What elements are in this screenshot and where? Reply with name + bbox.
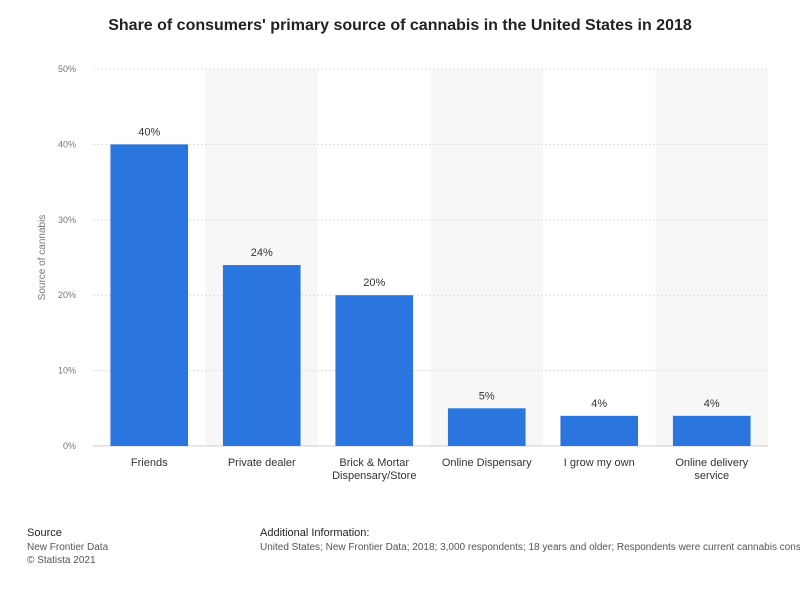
x-tick-label-line: Brick & Mortar bbox=[339, 457, 409, 469]
y-tick-label: 0% bbox=[63, 441, 76, 451]
y-tick-label: 30% bbox=[58, 215, 76, 225]
x-tick-label-line: Online delivery bbox=[675, 457, 748, 469]
x-tick-label-line: Friends bbox=[131, 457, 168, 469]
y-tick-label: 40% bbox=[58, 139, 76, 149]
x-tick-label: I grow my own bbox=[564, 457, 635, 469]
x-tick-label-line: service bbox=[694, 470, 729, 482]
copyright-text: © Statista 2021 bbox=[27, 555, 96, 566]
x-tick-label-line: Dispensary/Store bbox=[332, 470, 416, 482]
x-tick-label: Brick & Mortar Dispensary/Store bbox=[332, 457, 416, 482]
additional-info-heading: Additional Information: bbox=[260, 527, 370, 539]
additional-info-text: United States; New Frontier Data; 2018; … bbox=[260, 542, 800, 553]
bar bbox=[335, 295, 414, 446]
x-tick-label-line: Online Dispensary bbox=[442, 457, 532, 469]
bar-chart: 0% 10% 20% 30% 40% 50% Source of cannabis 40% Fr… bbox=[37, 64, 768, 482]
y-axis-title: Source of cannabis bbox=[37, 215, 48, 301]
data-label: 24% bbox=[251, 247, 273, 259]
data-label: 20% bbox=[363, 277, 385, 289]
x-tick-label: Online Dispensary bbox=[442, 457, 532, 469]
bar bbox=[672, 415, 751, 446]
x-tick-label: Online delivery service bbox=[675, 457, 748, 482]
x-tick-label-line: Private dealer bbox=[228, 457, 296, 469]
data-label: 4% bbox=[591, 398, 607, 410]
source-name: New Frontier Data bbox=[27, 542, 109, 553]
column-band bbox=[655, 69, 768, 446]
data-label: 40% bbox=[138, 126, 160, 138]
additional-info-block: Additional Information: United States; N… bbox=[260, 527, 800, 554]
bar bbox=[222, 265, 301, 446]
y-tick-label: 10% bbox=[58, 366, 76, 376]
bar bbox=[447, 408, 526, 446]
bar bbox=[110, 144, 189, 446]
source-heading: Source bbox=[27, 527, 62, 539]
chart-title: Share of consumers' primary source of ca… bbox=[108, 17, 692, 34]
x-tick-label-line: I grow my own bbox=[564, 457, 635, 469]
y-tick-label: 20% bbox=[58, 290, 76, 300]
data-label: 5% bbox=[479, 390, 495, 402]
column-band bbox=[430, 69, 543, 446]
x-tick-label: Friends bbox=[131, 457, 168, 469]
source-block: Source New Frontier Data © Statista 2021 bbox=[27, 527, 108, 567]
bar bbox=[560, 415, 639, 446]
x-tick-label: Private dealer bbox=[228, 457, 296, 469]
y-tick-label: 50% bbox=[58, 64, 76, 74]
data-label: 4% bbox=[704, 398, 720, 410]
